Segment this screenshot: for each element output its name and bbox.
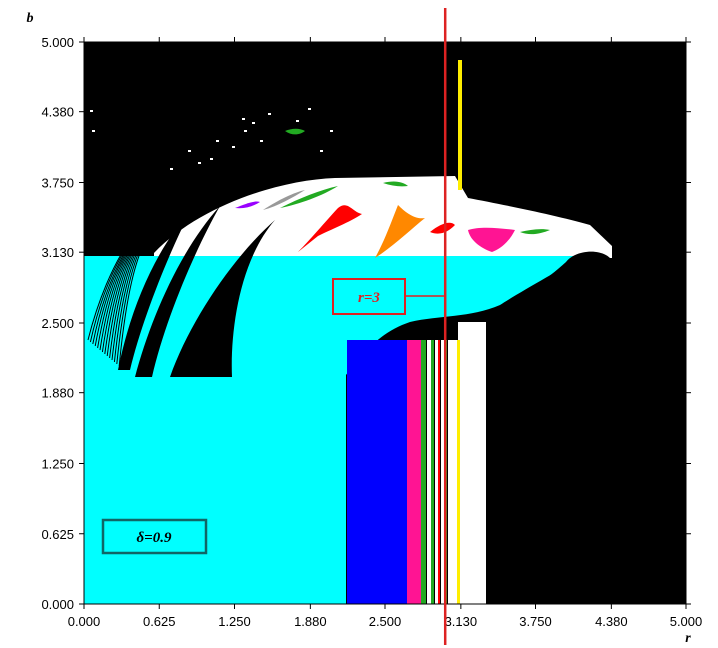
colored-strip-6 <box>438 340 440 604</box>
y-tick-label-8: 5.000 <box>41 35 74 50</box>
fine-stripe-12 <box>116 215 160 365</box>
scatter-dot-5 <box>308 108 311 110</box>
x-tick-label-4: 2.500 <box>369 614 402 629</box>
delta-label: δ=0.9 <box>137 530 172 546</box>
black-stripe-2 <box>135 206 220 377</box>
fine-stripe-6 <box>101 227 145 353</box>
fine-stripe-13 <box>118 213 162 367</box>
y-tick-label-6: 3.750 <box>41 176 74 191</box>
fine-stripe-10 <box>111 219 155 361</box>
color-island-5 <box>468 227 515 252</box>
scatter-dot-11 <box>242 118 245 120</box>
colored-strip-10 <box>457 340 460 604</box>
fine-stripe-4 <box>97 231 141 349</box>
scatter-dot-1 <box>232 146 235 148</box>
fine-stripe-5 <box>99 229 143 351</box>
colored-strip-2 <box>421 340 426 604</box>
x-tick-label-5: 3.130 <box>445 614 478 629</box>
y-tick-label-5: 3.130 <box>41 245 74 260</box>
scatter-dot-3 <box>252 122 255 124</box>
chaos-blob-right <box>488 251 622 322</box>
scatter-dot-13 <box>92 130 95 132</box>
color-island-1 <box>298 205 362 252</box>
color-island-8 <box>383 181 408 187</box>
scatter-dot-16 <box>330 130 333 132</box>
scatter-dot-15 <box>170 168 173 170</box>
scatter-dot-7 <box>198 162 201 164</box>
scatter-dot-0 <box>210 158 213 160</box>
x-tick-label-7: 4.380 <box>595 614 628 629</box>
y-axis-label: b <box>27 11 34 26</box>
scatter-dot-9 <box>260 140 263 142</box>
scatter-dot-14 <box>188 150 191 152</box>
y-tick-label-4: 2.500 <box>41 316 74 331</box>
fine-stripe-3 <box>94 233 138 347</box>
plot-area <box>84 42 686 604</box>
y-tick-label-1: 0.625 <box>41 527 74 542</box>
colored-strip-0 <box>347 340 407 604</box>
colored-strip-4 <box>431 340 434 604</box>
color-island-4 <box>520 229 550 235</box>
delta-box <box>101 518 208 555</box>
fine-stripe-1 <box>89 237 133 343</box>
fine-stripe-11 <box>113 217 157 363</box>
y-tick-label-0: 0.000 <box>41 597 74 612</box>
fine-stripe-0 <box>87 239 131 341</box>
y-tick-label-3: 1.880 <box>41 386 74 401</box>
fine-stripe-9 <box>109 221 153 359</box>
scatter-dot-4 <box>268 113 271 115</box>
colored-strip-9 <box>448 340 457 604</box>
fine-stripe-2 <box>92 235 136 345</box>
black-stripe-main <box>170 220 275 377</box>
black-stripe-3 <box>118 212 190 370</box>
colored-strip-3 <box>427 340 431 604</box>
white-band <box>458 322 486 604</box>
axes: 0.000 0.625 1.250 1.880 2.500 3.130 3.750 4.380… <box>41 35 702 629</box>
scatter-dot-12 <box>90 110 93 112</box>
y-tick-label-7: 4.380 <box>41 105 74 120</box>
fine-stripe-8 <box>106 223 150 357</box>
x-tick-label-1: 0.625 <box>143 614 176 629</box>
color-island-9 <box>285 128 305 135</box>
scatter-dot-8 <box>216 140 219 142</box>
r-equals-3-box <box>332 278 406 315</box>
x-tick-label-0: 0.000 <box>68 614 101 629</box>
colored-strip-7 <box>441 340 444 604</box>
r-equals-3-label: r=3 <box>358 290 380 306</box>
yellow-thin-strip <box>458 60 462 190</box>
scatter-dot-2 <box>244 130 247 132</box>
scatter-dot-10 <box>296 120 299 122</box>
x-tick-label-8: 5.000 <box>670 614 703 629</box>
scatter-dot-6 <box>320 150 323 152</box>
color-island-6 <box>235 201 260 209</box>
y-tick-label-2: 1.250 <box>41 457 74 472</box>
color-island-2 <box>430 222 455 234</box>
annotations: r=3 δ=0.9 <box>101 8 447 645</box>
fine-stripe-7 <box>104 225 148 355</box>
x-tick-label-3: 1.880 <box>294 614 327 629</box>
color-island-3 <box>280 186 338 208</box>
x-tick-label-2: 1.250 <box>218 614 251 629</box>
color-island-0 <box>375 205 425 258</box>
colored-strip-5 <box>435 340 438 604</box>
color-island-7 <box>263 190 305 210</box>
x-axis-label: r <box>685 631 691 646</box>
colored-strip-1 <box>407 340 421 604</box>
x-tick-label-6: 3.750 <box>519 614 552 629</box>
